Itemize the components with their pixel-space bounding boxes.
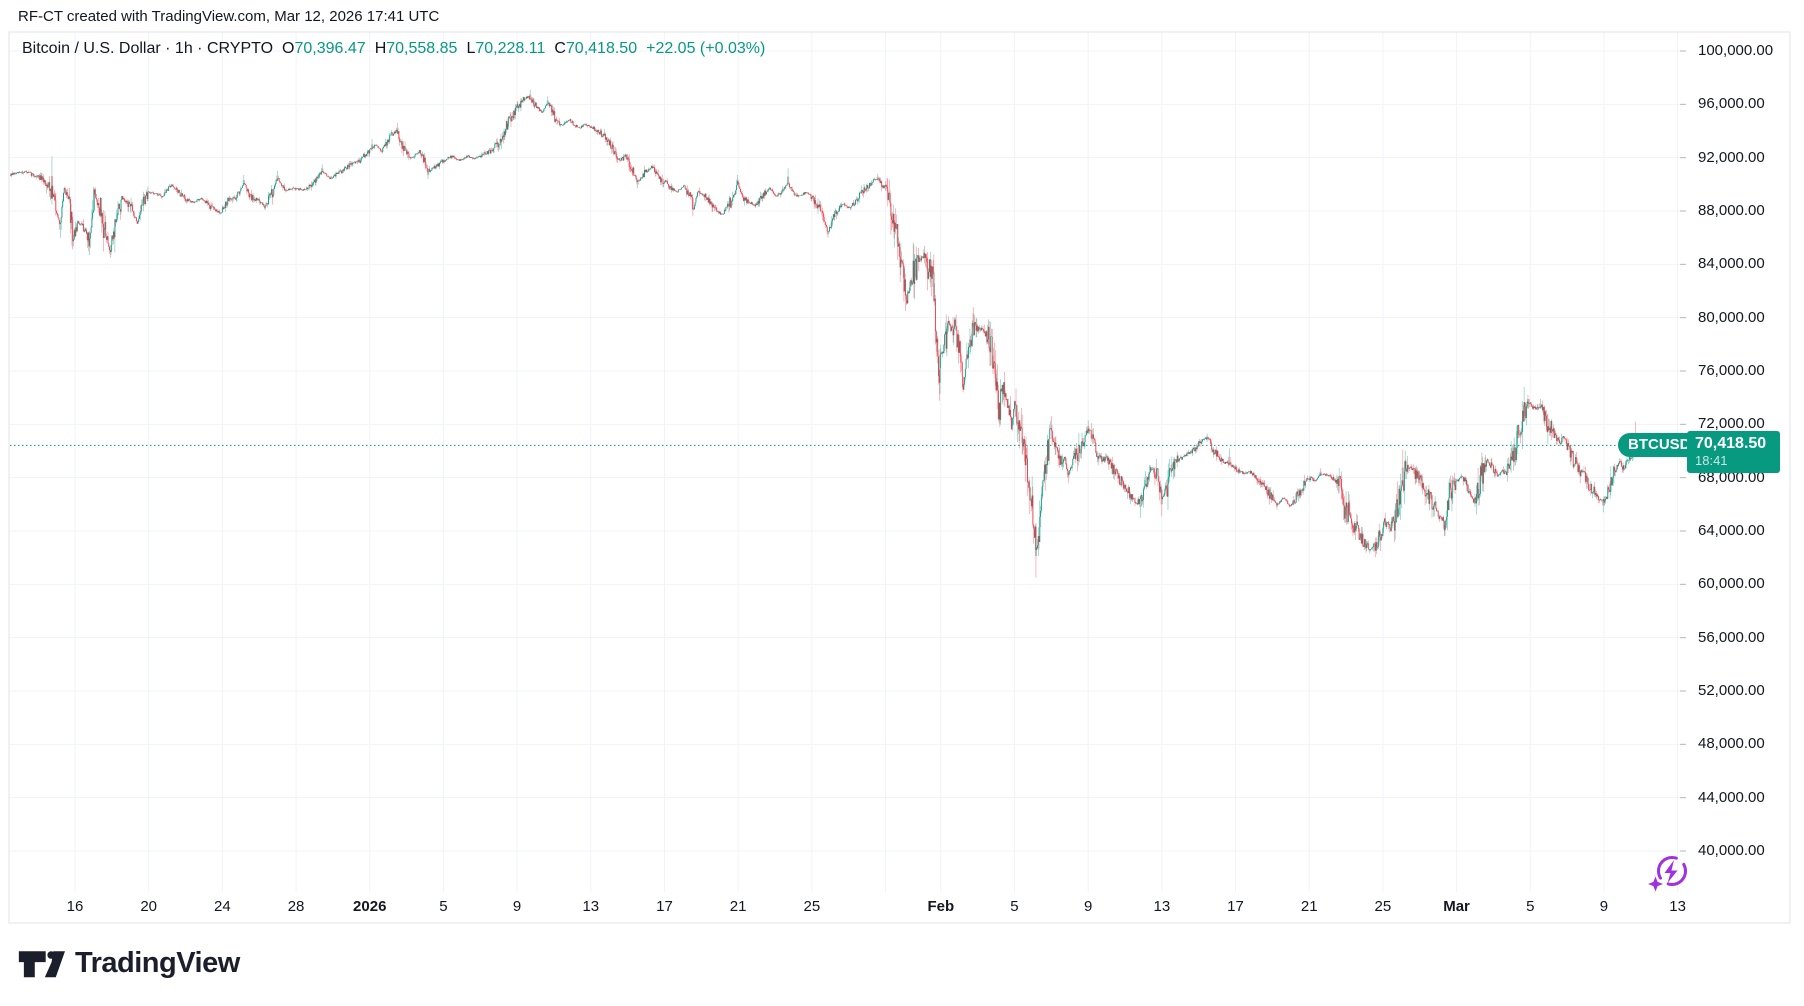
tradingview-wordmark: TradingView (75, 946, 240, 979)
tradingview-logo[interactable]: TradingView (18, 946, 240, 980)
legend-low: L70,228.11 (466, 40, 546, 57)
price-axis-label: 56,000.00 (1698, 628, 1765, 646)
time-axis-label: 25 (803, 898, 821, 915)
price-axis-label: 52,000.00 (1698, 682, 1765, 699)
price-axis-label: 100,000.00 (1698, 42, 1774, 59)
time-axis-label: Mar (1443, 898, 1470, 915)
attribution-text: RF-CT created with TradingView.com, Mar … (18, 8, 440, 25)
time-axis-label: 21 (729, 898, 747, 915)
time-axis-label: 16 (66, 898, 84, 915)
symbol-price-pill[interactable]: BTCUSD (1618, 433, 1701, 458)
time-axis-label: 17 (656, 898, 673, 915)
price-axis-label: 84,000.00 (1698, 255, 1765, 273)
price-axis-label: 76,000.00 (1698, 362, 1765, 379)
time-axis-label: 9 (1083, 898, 1093, 915)
time-axis-label: 13 (582, 898, 600, 915)
time-axis-label: 13 (1669, 898, 1686, 915)
time-axis-label: 9 (1599, 898, 1609, 915)
legend-high: H70,558.85 (374, 40, 458, 57)
refresh-lightning-icon[interactable] (1646, 850, 1692, 896)
countdown-timer: 18:41 (1695, 453, 1728, 469)
time-axis-label: Feb (927, 898, 955, 915)
time-axis-label: 13 (1153, 898, 1171, 915)
time-axis-label: 21 (1300, 898, 1318, 915)
time-axis-label: 5 (439, 898, 448, 915)
legend-change: +22.05 (+0.03%) (646, 40, 766, 57)
time-axis-label: 17 (1227, 898, 1244, 915)
price-axis-label: 80,000.00 (1698, 308, 1765, 326)
price-axis-label: 40,000.00 (1698, 842, 1765, 859)
last-price-value: 70,418.50 (1695, 435, 1767, 453)
symbol-title[interactable]: Bitcoin / U.S. Dollar · 1h · CRYPTO (22, 40, 274, 57)
time-axis-label: 20 (140, 898, 158, 915)
price-axis-label: 88,000.00 (1698, 202, 1765, 219)
legend-open: O70,396.47 (282, 40, 366, 57)
time-axis-label: 9 (512, 898, 522, 915)
time-axis-label: 5 (1010, 898, 1019, 915)
time-axis-label: 25 (1374, 898, 1392, 915)
last-price-label[interactable]: 70,418.50 18:41 (1687, 431, 1780, 474)
tradingview-mark-icon (18, 951, 65, 978)
chart-legend: Bitcoin / U.S. Dollar · 1h · CRYPTO O70,… (22, 40, 765, 58)
price-axis-label: 48,000.00 (1698, 735, 1765, 753)
price-axis-label: 64,000.00 (1698, 522, 1765, 539)
price-axis-label: 96,000.00 (1698, 95, 1765, 113)
time-axis-label: 2026 (353, 898, 387, 915)
time-axis-label: 5 (1526, 898, 1535, 915)
price-axis-label: 60,000.00 (1698, 575, 1765, 593)
time-axis-label: 24 (214, 898, 231, 915)
time-axis-label: 28 (287, 898, 305, 915)
price-axis-label: 44,000.00 (1698, 788, 1765, 806)
price-axis-label: 92,000.00 (1698, 148, 1765, 166)
legend-close: C70,418.50 (554, 40, 638, 57)
price-axis-label: 72,000.00 (1698, 415, 1765, 433)
